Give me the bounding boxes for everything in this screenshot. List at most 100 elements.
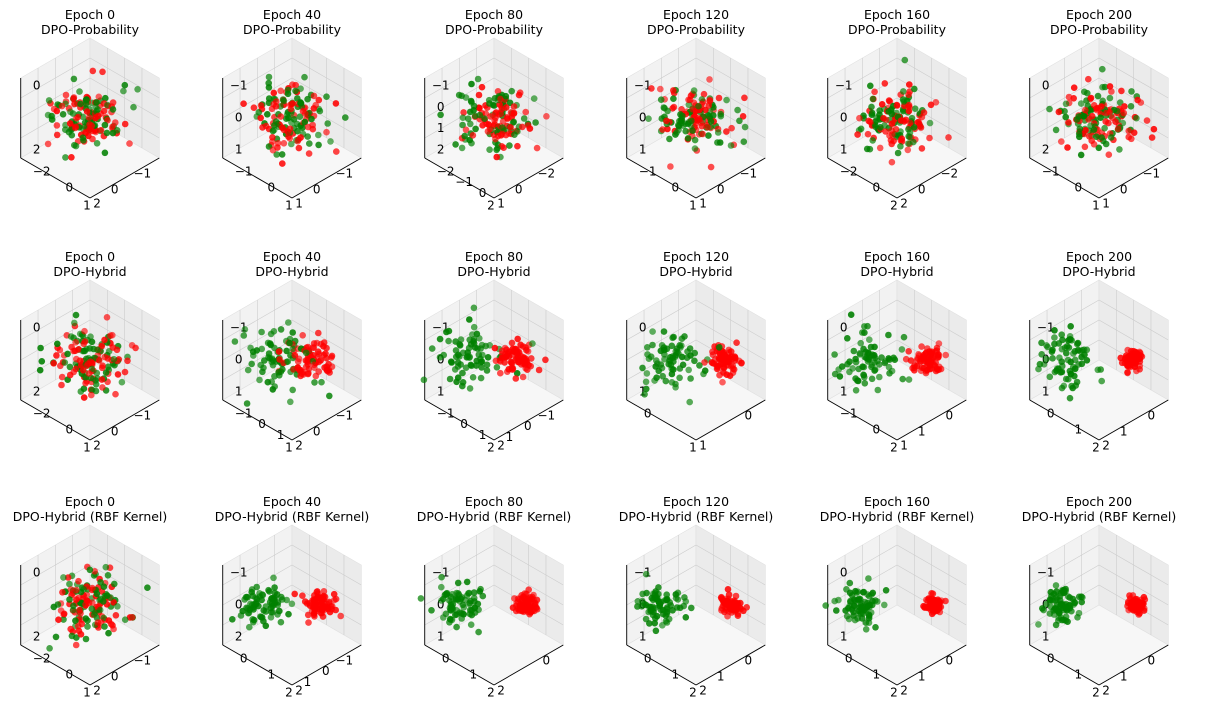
point-chosen	[472, 125, 479, 133]
subplot-title-method: DPO-Hybrid (RBF Kernel)	[820, 509, 975, 524]
point-chosen	[463, 592, 471, 599]
point-rejected	[277, 113, 285, 120]
point-rejected	[514, 142, 521, 150]
subplot-title-method: DPO-Probability	[41, 22, 140, 37]
point-rejected	[59, 589, 66, 596]
point-rejected	[112, 612, 120, 619]
subplot-title-method: DPO-Probability	[243, 22, 342, 37]
point-chosen	[723, 96, 730, 104]
point-chosen	[831, 351, 838, 358]
y-tick-label: 0	[1075, 181, 1083, 195]
point-chosen	[92, 377, 99, 384]
point-rejected	[878, 101, 886, 108]
point-chosen	[93, 369, 101, 377]
point-chosen	[271, 122, 278, 129]
point-rejected	[928, 604, 936, 612]
point-chosen	[470, 107, 477, 114]
y-tick-label: 2	[497, 439, 505, 453]
grid-line	[827, 57, 898, 99]
point-chosen	[36, 366, 44, 374]
point-rejected	[892, 126, 900, 133]
point-rejected	[109, 331, 116, 339]
point-chosen	[277, 326, 285, 333]
point-rejected	[50, 360, 57, 367]
point-chosen	[682, 127, 689, 135]
z-tick-label: −1	[230, 566, 248, 580]
point-chosen	[248, 360, 255, 368]
point-rejected	[1112, 118, 1119, 125]
point-rejected	[101, 336, 108, 344]
point-rejected	[1085, 116, 1092, 123]
y-tick-label: 0	[66, 668, 74, 682]
point-rejected	[507, 123, 514, 131]
point-chosen	[417, 595, 425, 602]
x-axis-line	[896, 644, 967, 686]
point-chosen	[110, 355, 118, 363]
point-chosen	[1074, 347, 1082, 354]
point-chosen	[244, 366, 252, 374]
point-chosen	[101, 623, 108, 630]
point-chosen	[130, 103, 137, 111]
y-tick-label: 1	[699, 439, 707, 453]
point-rejected	[494, 88, 502, 95]
x-tick-label: 0	[745, 654, 753, 668]
point-chosen	[451, 366, 459, 373]
z-tick-label: 1	[840, 630, 848, 644]
point-chosen	[715, 344, 723, 351]
point-rejected	[53, 352, 60, 359]
point-rejected	[942, 351, 949, 359]
point-chosen	[1098, 377, 1105, 385]
grid-line	[896, 57, 967, 99]
point-chosen	[237, 612, 245, 619]
point-rejected	[740, 607, 747, 615]
point-chosen	[682, 598, 690, 605]
y-tick-label: 0	[460, 417, 468, 431]
point-rejected	[667, 163, 674, 170]
point-rejected	[1081, 143, 1089, 151]
point-chosen	[448, 359, 456, 366]
point-rejected	[276, 356, 283, 363]
point-rejected	[510, 103, 518, 110]
point-chosen	[318, 378, 325, 386]
point-chosen	[655, 367, 662, 375]
point-rejected	[99, 384, 106, 391]
point-rejected	[320, 351, 328, 359]
point-rejected	[85, 114, 93, 121]
x-axis-line	[1098, 157, 1169, 199]
point-rejected	[73, 586, 80, 594]
x-tick-label: 1	[689, 199, 697, 213]
point-rejected	[112, 119, 119, 126]
point-rejected	[275, 348, 283, 355]
x-tick-label: 1	[506, 430, 514, 444]
point-rejected	[311, 613, 318, 620]
point-chosen	[472, 362, 480, 369]
x-axis-line	[493, 399, 564, 441]
point-chosen	[60, 574, 67, 581]
point-chosen	[69, 110, 77, 117]
x-tick-label: −1	[538, 409, 556, 423]
point-chosen	[64, 350, 71, 358]
point-chosen	[910, 124, 918, 131]
point-rejected	[332, 606, 340, 614]
x-tick-label: 1	[83, 686, 91, 700]
point-chosen	[1062, 100, 1070, 108]
point-chosen	[297, 99, 304, 107]
point-chosen	[66, 363, 74, 371]
x-tick-label: −1	[336, 167, 354, 181]
point-chosen	[482, 342, 490, 350]
point-chosen	[287, 398, 294, 406]
point-chosen	[447, 607, 455, 614]
point-chosen	[1099, 97, 1106, 105]
y-tick-label: 1	[1075, 423, 1083, 437]
subplot-title-method: DPO-Hybrid	[457, 264, 530, 279]
z-tick-label: 2	[437, 143, 445, 157]
point-rejected	[917, 367, 925, 375]
point-chosen	[670, 95, 677, 102]
point-chosen	[1050, 611, 1058, 618]
point-rejected	[99, 68, 106, 76]
